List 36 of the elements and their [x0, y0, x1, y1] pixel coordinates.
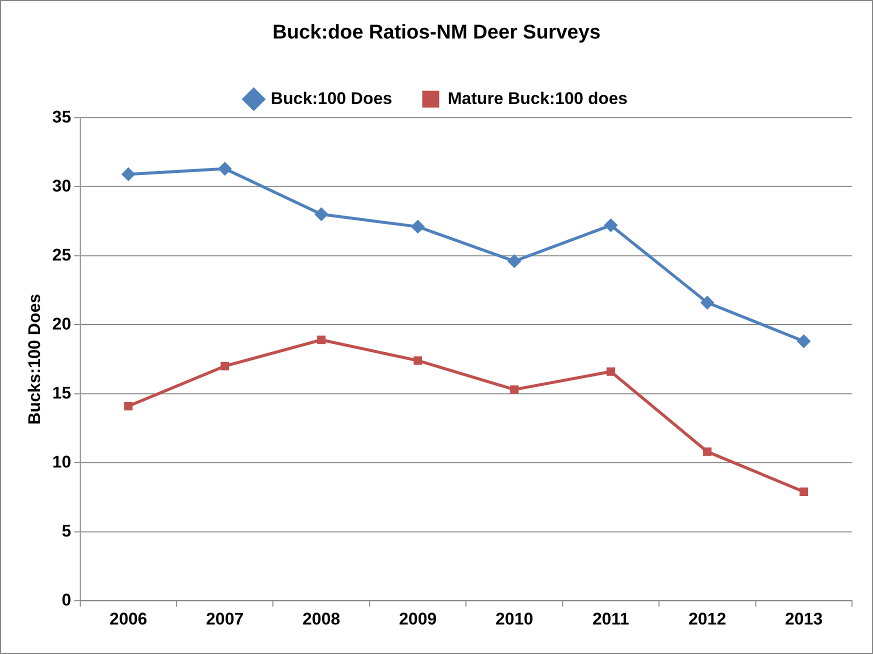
- y-tick-label: 25: [52, 245, 72, 264]
- y-tick-label: 15: [52, 383, 72, 402]
- x-tick-label: 2007: [206, 610, 244, 629]
- y-tick-label: 30: [52, 176, 72, 196]
- x-tick-label: 2012: [688, 610, 726, 629]
- y-tick-label: 5: [62, 521, 72, 540]
- point: [414, 356, 422, 365]
- point: [317, 336, 326, 344]
- y-tick-label: 35: [52, 107, 72, 126]
- x-tick-label: 2011: [592, 610, 630, 629]
- point: [604, 218, 618, 232]
- legend-label: Buck:100 Does: [270, 88, 392, 108]
- y-tick-label: 10: [52, 452, 72, 472]
- point: [510, 385, 519, 394]
- point: [800, 487, 808, 496]
- point: [796, 334, 811, 348]
- point: [121, 167, 136, 182]
- y-tick-label: 0: [62, 590, 72, 610]
- y-tick-label: 20: [52, 314, 72, 334]
- y-axis-title: Bucks:100 Does: [24, 294, 44, 425]
- x-tick-label: 2009: [398, 610, 437, 629]
- point: [507, 254, 522, 268]
- point: [220, 362, 230, 370]
- point: [703, 447, 712, 456]
- point: [124, 402, 133, 410]
- x-tick-label: 2008: [302, 610, 340, 629]
- legend-label: Mature Buck:100 does: [448, 88, 628, 108]
- point: [606, 367, 616, 376]
- point: [218, 162, 232, 176]
- x-tick-label: 2006: [110, 610, 148, 629]
- chart-title: Buck:doe Ratios-NM Deer Surveys: [272, 21, 601, 44]
- point: [410, 220, 425, 234]
- x-tick-label: 2013: [784, 610, 823, 629]
- x-tick-label: 2010: [495, 610, 534, 629]
- point: [700, 296, 714, 310]
- point: [314, 207, 328, 222]
